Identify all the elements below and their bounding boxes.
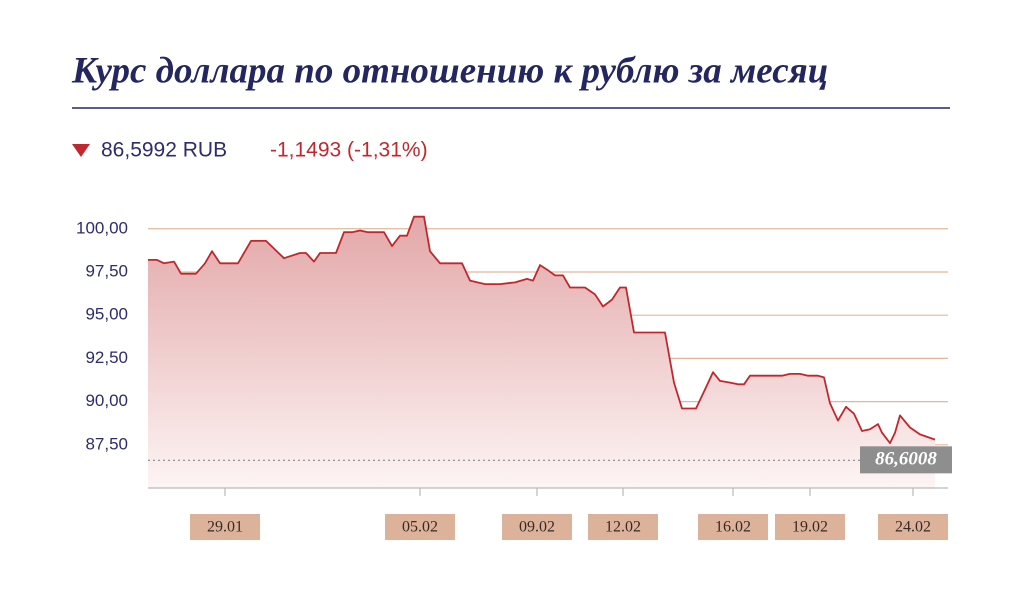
x-tick-label: 09.02 bbox=[519, 519, 555, 536]
x-tick-label: 19.02 bbox=[792, 519, 828, 536]
chart-title: Курс доллара по отношению к рублю за мес… bbox=[71, 50, 828, 91]
reference-label: 86,6008 bbox=[875, 449, 937, 470]
down-arrow bbox=[72, 144, 90, 157]
x-tick-label: 24.02 bbox=[895, 519, 931, 536]
x-tick-label: 16.02 bbox=[715, 519, 751, 536]
x-tick-box bbox=[878, 514, 948, 540]
x-tick-label: 29.01 bbox=[207, 519, 243, 536]
reference-label-box bbox=[860, 446, 952, 474]
x-tick-box bbox=[190, 514, 260, 540]
x-tick-box bbox=[502, 514, 572, 540]
line bbox=[148, 215, 936, 444]
price: 86,5992 RUB bbox=[101, 139, 227, 162]
x-tick-box bbox=[385, 514, 455, 540]
y-tick-label: 95,00 bbox=[85, 305, 128, 324]
change: -1,1493 (-1,31%) bbox=[270, 139, 428, 162]
y-tick-label: 87,50 bbox=[85, 434, 128, 453]
area bbox=[148, 216, 935, 488]
x-tick-label: 12.02 bbox=[605, 519, 641, 536]
x-tick-label: 05.02 bbox=[402, 519, 438, 536]
y-tick-label: 100,00 bbox=[76, 218, 128, 237]
x-tick-box bbox=[698, 514, 768, 540]
y-tick-label: 97,50 bbox=[85, 261, 128, 280]
plot: 100,00 97,50 95,00 92,50 90,00 87,50 86,6008 29… bbox=[76, 215, 952, 540]
y-tick-label: 90,00 bbox=[85, 391, 128, 410]
x-tick-box bbox=[775, 514, 845, 540]
x-tick-box bbox=[588, 514, 658, 540]
y-tick-label: 92,50 bbox=[85, 348, 128, 367]
